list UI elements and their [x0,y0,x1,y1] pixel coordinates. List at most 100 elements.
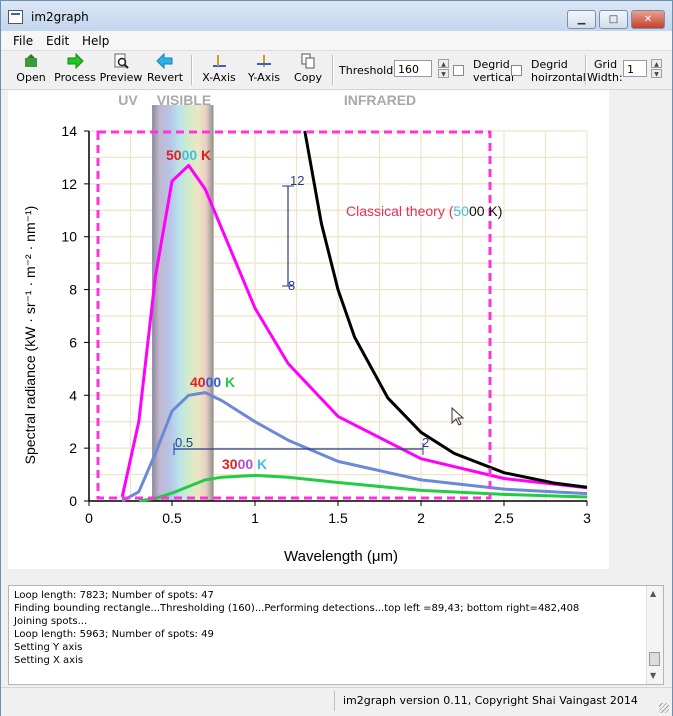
band-label-infrared: INFRARED [344,92,416,108]
x-tick-label: 1 [251,510,259,526]
scroll-thumb[interactable] [649,652,660,666]
y-axis-label: Y-Axis [248,71,280,84]
degrid-horizontal-label-2: hoirzontal [531,71,586,84]
log-scrollbar[interactable]: ▲ ▼ [646,586,663,684]
series-line-5000k [120,163,588,498]
x-tick-label: 1.5 [328,510,348,526]
y-tick-label: 10 [61,229,77,245]
degrid-horizontal-label-1: Degrid [531,58,568,71]
revert-button[interactable]: Revert [146,52,184,87]
bounding-rectangle [96,130,492,500]
y-tick-label: 4 [69,387,77,403]
series-line-4000k [121,391,588,503]
toolbar-separator [332,55,334,85]
minimize-button[interactable]: ▁ [567,10,596,29]
y-axis-button[interactable]: Y-Axis [244,53,284,87]
preview-label: Preview [99,71,143,84]
grid-width-label-2: Width: [587,71,623,84]
menu-file[interactable]: File [13,34,34,48]
scroll-down-arrow-icon[interactable]: ▼ [650,671,657,680]
axes [84,130,588,506]
series-label-3000k: 3000 K [222,456,267,472]
y-calibration-bottom-label: 8 [288,278,295,293]
y-tick-label: 8 [69,282,77,298]
open-label: Open [16,71,46,84]
calibration-markers: 12 8 0.5 2 [173,173,429,455]
threshold-label: Threshold: [339,64,397,77]
grid-width-input[interactable]: 1 [623,60,647,77]
y-calibration-top-label: 12 [290,173,304,188]
x-calibration-right-label: 2 [422,435,429,450]
menu-help[interactable]: Help [82,34,110,48]
series-label-4000k: 4000 K [190,374,235,390]
log-panel[interactable]: Loop length: 7823; Number of spots: 47 F… [8,585,664,685]
y-tick-label: 14 [61,123,77,139]
resize-grip-icon[interactable] [659,703,669,713]
log-line: Loop length: 5963; Number of spots: 49 [14,629,214,640]
y-tick-label: 6 [69,334,77,350]
window-title: im2graph [31,10,89,24]
open-button[interactable]: Open [11,53,51,87]
x-tick-label: 2 [417,510,425,526]
y-axis-title: Spectral radiance (kW · sr⁻¹ · m⁻² · nm⁻… [22,206,38,465]
grid-width-label-1: Grid [594,58,618,71]
x-axis-title: Wavelength (μm) [284,548,398,565]
x-calibration-left-label: 0.5 [175,435,193,450]
log-line: Loop length: 7823; Number of spots: 47 [14,590,214,601]
process-button[interactable]: Process [54,52,96,87]
log-line: Setting Y axis [14,642,83,653]
x-axis-button[interactable]: X-Axis [199,53,239,87]
grid-width-down-arrow-icon[interactable]: ▼ [651,69,662,78]
x-tick-label: 2.5 [494,510,514,526]
threshold-up-arrow-icon[interactable]: ▲ [438,59,449,68]
x-axis-label: X-Axis [202,71,236,84]
process-icon [54,52,96,71]
y-tick-label: 0 [69,493,77,509]
status-text: im2graph version 0.11, Copyright Shai Va… [343,694,638,707]
degrid-vertical-checkbox[interactable] [453,65,464,76]
band-label-uv: UV [118,92,138,108]
toolbar-separator [585,55,587,85]
preview-icon [99,53,143,71]
log-line: Finding bounding rectangle...Thresholdin… [14,603,580,614]
y-axis-icon [244,53,284,71]
degrid-vertical-label-1: Degrid [473,58,510,71]
menu-edit[interactable]: Edit [46,34,70,48]
open-icon [11,53,51,71]
grid-width-up-arrow-icon[interactable]: ▲ [651,59,662,68]
threshold-input[interactable]: 160 [394,60,432,77]
status-separator [334,691,335,711]
series-label-5000k: 5000 K [166,147,211,163]
copy-icon [291,53,325,71]
x-axis-icon [199,53,239,71]
close-button[interactable]: ✕ [631,10,665,29]
y-tick-label: 2 [69,440,77,456]
log-line: Setting X axis [14,655,84,666]
copy-button[interactable]: Copy [291,53,325,87]
app-icon [8,10,23,24]
threshold-down-arrow-icon[interactable]: ▼ [438,69,449,78]
band-label-visible: VISIBLE [157,92,211,108]
process-label: Process [54,71,96,84]
toolbar: Open Process Preview Revert X-Axis [1,51,672,90]
series-line-classical [303,130,588,489]
series-label-classical: Classical theory (5000 K) [346,203,502,219]
chart-svg: UV VISIBLE INFRARED 0 0.5 1 1.5 2 2.5 3 024681… [22,92,591,565]
x-tick-labels: 0 0.5 1 1.5 2 2.5 3 [85,510,591,526]
degrid-horizontal-checkbox[interactable] [511,65,522,76]
revert-icon [146,52,184,71]
menu-bar: File Edit Help [1,31,672,51]
revert-label: Revert [146,71,184,84]
title-bar: im2graph ▁ □ ✕ [1,1,672,31]
preview-button[interactable]: Preview [99,53,143,87]
x-tick-label: 3 [583,510,591,526]
maximize-button[interactable]: □ [599,10,628,29]
y-tick-label: 12 [61,176,77,192]
copy-label: Copy [294,71,322,84]
scroll-up-arrow-icon[interactable]: ▲ [650,589,657,598]
mouse-cursor-icon [451,406,465,426]
x-tick-label: 0 [85,510,93,526]
degrid-vertical-label-2: vertical [473,71,515,84]
series-lines [120,130,588,503]
